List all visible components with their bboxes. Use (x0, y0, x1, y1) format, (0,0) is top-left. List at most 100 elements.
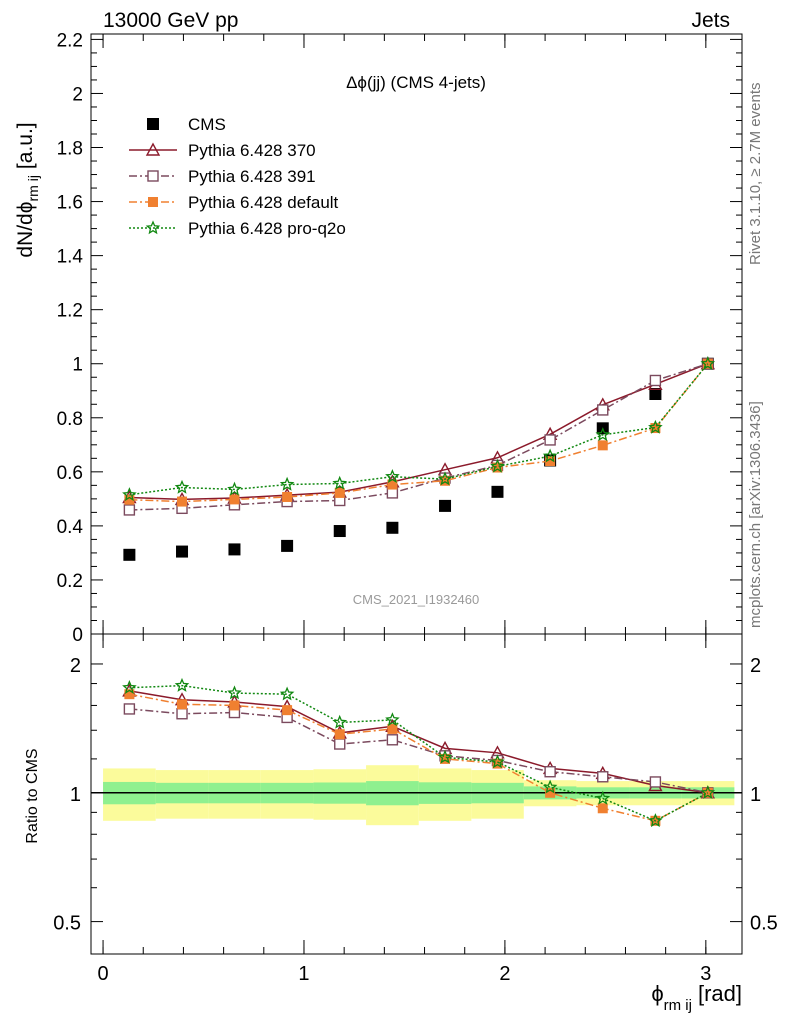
series-line (129, 363, 709, 511)
legend-marker (148, 197, 158, 207)
data-point (227, 481, 242, 496)
ratio-point (229, 700, 240, 711)
ratio-point (122, 680, 137, 695)
ratio-point (124, 689, 135, 700)
ratio-y-tick-label-right: 1 (750, 784, 761, 806)
ratio-point (282, 705, 293, 716)
x-tick-label: 0 (97, 963, 108, 985)
ratio-line (129, 708, 708, 794)
legend-label: Pythia 6.428 370 (188, 141, 316, 160)
data-point (597, 404, 609, 416)
ratio-point (492, 758, 503, 769)
side-label-upper: Rivet 3.1.10, ≥ 2.7M events (747, 83, 764, 266)
ratio-point (385, 712, 400, 727)
data-point (648, 419, 663, 434)
data-point (490, 458, 505, 473)
legend-entry: CMS (147, 115, 226, 134)
data-point (282, 491, 293, 502)
legend-marker (145, 220, 161, 235)
data-point (332, 475, 348, 490)
data-point (595, 427, 611, 442)
x-tick-label: 3 (700, 963, 711, 985)
legend-marker (147, 170, 159, 182)
data-point (544, 434, 556, 446)
x-tick-label: 1 (298, 963, 309, 985)
y-tick-label: 0.6 (57, 463, 83, 484)
y-tick-label: 1.8 (57, 139, 83, 160)
ratio-point (490, 754, 505, 769)
data-point (229, 494, 240, 505)
series-line (129, 363, 709, 503)
ratio-point (334, 738, 346, 750)
data-point (649, 374, 662, 387)
data-point (387, 479, 398, 490)
ratio-point (279, 686, 295, 701)
legend-entry: Pythia 6.428 391 (129, 167, 316, 186)
ratio-point (386, 734, 399, 746)
ratio-line (129, 690, 708, 794)
y-tick-label: 0.2 (57, 571, 83, 592)
data-point (176, 545, 189, 558)
ratio-point (437, 749, 453, 764)
ratio-point (597, 771, 609, 783)
ratio-line (129, 693, 709, 822)
ratio-y-tick-label: 1 (70, 784, 81, 806)
data-point (439, 499, 452, 512)
ratio-point (387, 723, 398, 734)
ratio-y-tick-label-right: 2 (750, 655, 761, 677)
ratio-y-tick-label: 0.5 (53, 913, 81, 935)
legend: CMS Pythia 6.428 370 Pythia 6.428 391 Pythi… (129, 115, 346, 238)
lower-frame (90, 633, 743, 955)
data-point (492, 462, 503, 473)
ratio-point (597, 803, 608, 814)
series-line (129, 363, 709, 501)
legend-marker (145, 142, 161, 156)
y-tick-label: 2.2 (57, 30, 83, 51)
ratio-point (648, 813, 663, 828)
ratio-point (177, 699, 188, 710)
ratio-y-tick-label: 2 (70, 655, 81, 677)
data-point (333, 525, 346, 538)
series-pythia-6-428-pro-q2o (122, 355, 716, 502)
ratio-point (700, 785, 716, 799)
data-point (545, 456, 556, 467)
y-tick-label: 0.4 (57, 517, 84, 538)
data-point (491, 485, 504, 498)
ratio-point (123, 703, 136, 715)
legend-entry: Pythia 6.428 pro-q2o (129, 219, 346, 238)
legend-entry: Pythia 6.428 default (129, 193, 339, 212)
x-axis-label: ϕrm ij [rad] (651, 981, 742, 1014)
ratio-point (334, 729, 345, 740)
legend-label: Pythia 6.428 pro-q2o (188, 219, 346, 238)
ratio-series-pythia-6-428-391 (123, 703, 714, 799)
data-point (123, 504, 136, 516)
ratio-point (174, 677, 190, 692)
ratio-point (544, 766, 556, 778)
y-axis-label-sub: rm ij (25, 175, 41, 201)
ratio-line (129, 684, 709, 822)
x-axis-label-sub: rm ij (664, 997, 692, 1014)
data-point (385, 469, 400, 483)
y-tick-label: 1.4 (57, 247, 84, 268)
data-point (122, 487, 137, 502)
legend-label: Pythia 6.428 default (188, 193, 339, 212)
ratio-point (176, 708, 188, 720)
ratio-point (545, 787, 556, 798)
y-tick-label: 0 (72, 625, 83, 646)
x-tick-label: 2 (499, 963, 510, 985)
data-point (700, 355, 716, 371)
y-tick-label: 1.2 (57, 301, 83, 322)
ratio-y-tick-label-right: 0.5 (750, 913, 778, 935)
watermark: CMS_2021_I1932460 (353, 592, 480, 607)
series-pythia-6-428-391 (123, 358, 714, 516)
y-tick-label: 1.6 (57, 193, 83, 214)
ratio-point (595, 790, 611, 805)
data-point (650, 423, 661, 434)
series-pythia-6-428-default (124, 358, 713, 507)
ratio-point (227, 685, 242, 700)
data-point (174, 479, 190, 494)
y-tick-label: 1 (72, 355, 83, 376)
plot-title: Δϕ(jj) (CMS 4-jets) (346, 73, 486, 92)
x-axis-label-unit: [rad] (698, 981, 742, 1006)
